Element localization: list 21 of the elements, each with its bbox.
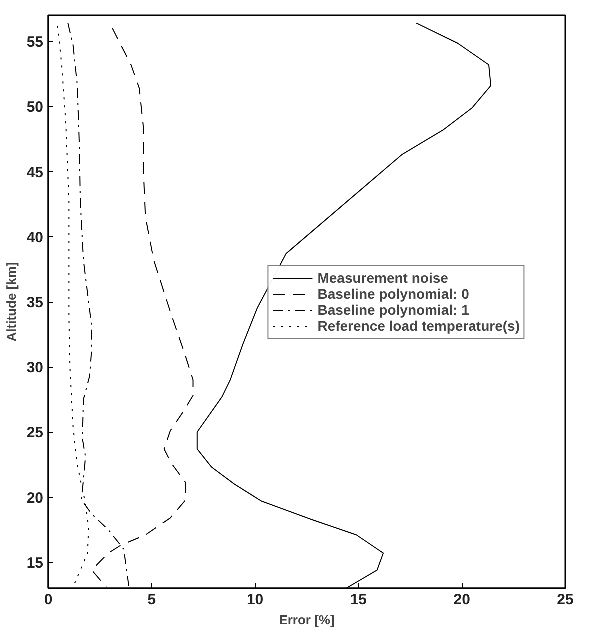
y-tick-label: 30 xyxy=(26,360,44,377)
x-tick-label: 15 xyxy=(350,592,368,608)
y-tick-label: 25 xyxy=(26,424,44,442)
x-tick-label: 25 xyxy=(557,592,574,608)
y-tick-label: 45 xyxy=(26,164,44,182)
x-tick-label: 10 xyxy=(246,592,264,608)
x-axis-title: Error [%] xyxy=(279,612,335,628)
legend-label: Reference load temperature(s) xyxy=(318,318,520,334)
y-tick-label: 50 xyxy=(26,99,44,116)
x-tick-label: 5 xyxy=(148,592,156,608)
x-tick-label: 20 xyxy=(454,592,470,608)
legend-label: Baseline polynomial: 1 xyxy=(318,302,470,318)
legend-label: Measurement noise xyxy=(318,270,448,286)
y-tick-label: 15 xyxy=(26,554,44,572)
x-tick-label: 0 xyxy=(44,592,53,608)
legend-label: Baseline polynomial: 0 xyxy=(318,286,470,302)
y-tick-label: 40 xyxy=(26,229,44,246)
y-axis-title: Altitude [km] xyxy=(4,262,19,342)
y-tick-label: 55 xyxy=(26,34,44,52)
y-tick-label: 35 xyxy=(26,294,44,312)
y-tick-label: 20 xyxy=(26,490,44,507)
